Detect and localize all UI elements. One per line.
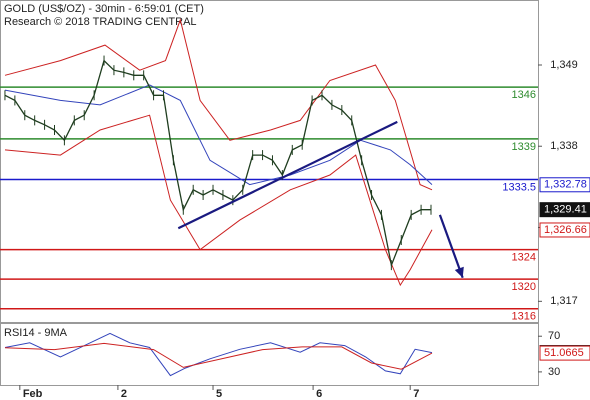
main-panel bbox=[0, 0, 539, 323]
rsi-panel bbox=[0, 323, 539, 386]
y-tick-label: 1,338 bbox=[550, 140, 578, 152]
price-tag bbox=[539, 345, 590, 361]
x-tick-label: 2 bbox=[121, 388, 127, 400]
x-tick-label: 6 bbox=[316, 388, 322, 400]
indicator-line bbox=[4, 114, 433, 287]
price-line bbox=[4, 59, 431, 268]
y-tick-label: 1,317 bbox=[550, 295, 578, 307]
rsi-line bbox=[4, 332, 433, 377]
price-tag bbox=[539, 202, 590, 218]
trend-line bbox=[177, 120, 398, 230]
chart-title: GOLD (US$/OZ) - 30min - 6:59:01 (CET) bbox=[4, 3, 204, 15]
x-tick-label: 7 bbox=[413, 388, 419, 400]
price-tag bbox=[539, 177, 590, 193]
indicator-line bbox=[4, 84, 433, 186]
forecast-arrow bbox=[438, 214, 464, 279]
price-tag-label: 1,332.78 bbox=[544, 179, 587, 191]
level-label: 1333.5 bbox=[502, 181, 536, 193]
rsi-line bbox=[4, 342, 433, 370]
arrow-head bbox=[454, 266, 464, 278]
y-tick-label: 1,349 bbox=[550, 59, 578, 71]
price-tag-label: 1,326.66 bbox=[544, 224, 587, 236]
chart-subtitle: Research © 2018 TRADING CENTRAL bbox=[4, 16, 197, 28]
rsi-tick-label: 30 bbox=[548, 366, 560, 378]
level-label: 1346 bbox=[512, 89, 536, 101]
rsi-title: RSI14 - 9MA bbox=[4, 327, 68, 339]
price-tag-label: 51.0665 bbox=[544, 347, 584, 359]
rsi-tick-label: 70 bbox=[548, 330, 560, 342]
price-tag-label: 1,329.41 bbox=[544, 204, 587, 216]
level-label: 1339 bbox=[512, 141, 536, 153]
level-label: 1324 bbox=[512, 252, 536, 264]
x-tick-label: Feb bbox=[23, 388, 43, 400]
level-label: 1320 bbox=[512, 281, 536, 293]
level-label: 1316 bbox=[512, 311, 536, 323]
x-tick-label: 5 bbox=[216, 388, 222, 400]
indicator-line bbox=[4, 18, 433, 191]
price-tag bbox=[539, 222, 590, 238]
